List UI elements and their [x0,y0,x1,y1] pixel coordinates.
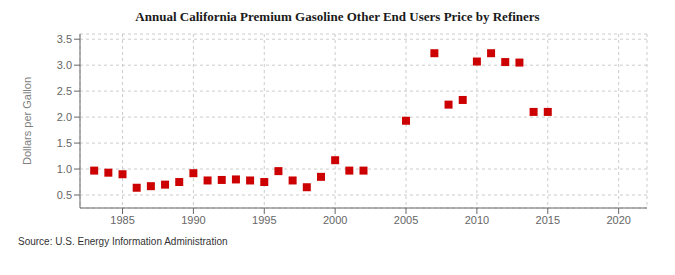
svg-text:2000: 2000 [323,214,347,226]
svg-text:2010: 2010 [465,214,489,226]
svg-text:0.5: 0.5 [57,189,72,201]
svg-text:3.5: 3.5 [57,33,72,45]
svg-text:1.0: 1.0 [57,163,72,175]
svg-text:2005: 2005 [394,214,418,226]
html-text:Annual California Premium Gaso: Annual California Premium Gasoline Other… [135,9,540,24]
svg-text:1995: 1995 [252,214,276,226]
svg-text:Dollars per Gallon: Dollars per Gallon [21,77,33,165]
svg-text:1985: 1985 [110,214,134,226]
svg-text:2.0: 2.0 [57,111,72,123]
html-text:Source: U.S. Energy Informatio: Source: U.S. Energy Information Administ… [18,236,228,247]
svg-text:2015: 2015 [536,214,560,226]
svg-text:2020: 2020 [606,214,630,226]
svg-text:1.5: 1.5 [57,137,72,149]
svg-text:1990: 1990 [181,214,205,226]
svg-text:3.0: 3.0 [57,59,72,71]
svg-text:2.5: 2.5 [57,85,72,97]
